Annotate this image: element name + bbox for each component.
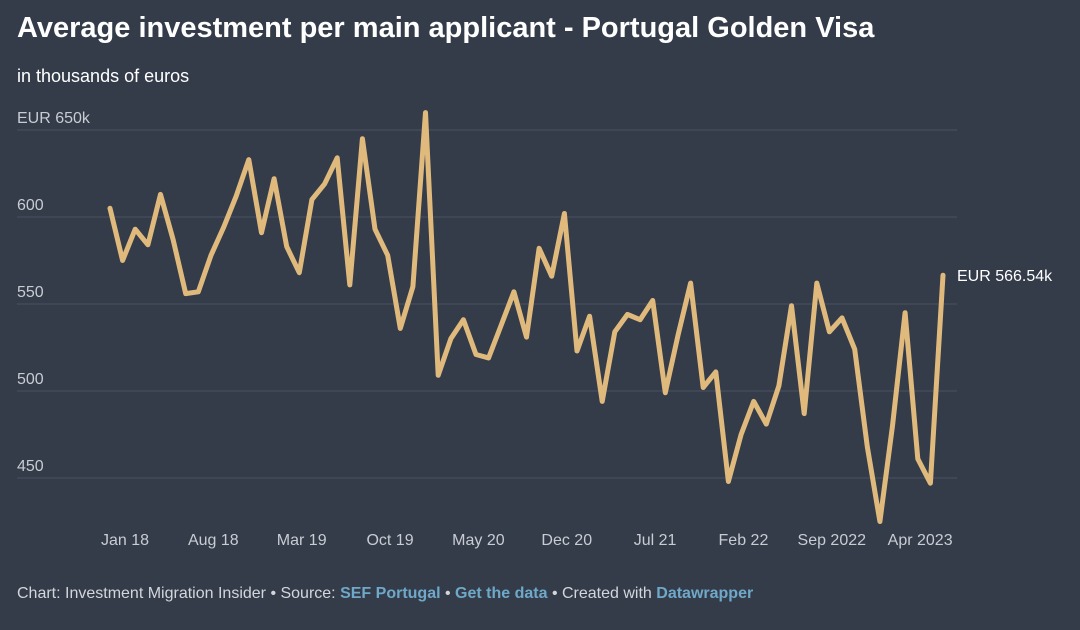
footer-credit: Chart: Investment Migration Insider • So… [17,585,341,602]
y-tick-label: 450 [17,458,44,475]
line-chart: 450 500 550 600 EUR 650k Jan 18 Aug 18 Mar 19 O… [17,110,1053,549]
x-tick-label: Aug 18 [188,532,239,549]
y-tick-label: 550 [17,284,44,301]
y-tick-label: 600 [17,197,44,214]
x-tick-label: Mar 19 [277,532,327,549]
y-tick-label: EUR 650k [17,110,91,127]
get-data-link[interactable]: Get the data [455,585,548,602]
chart-footer: Chart: Investment Migration Insider • So… [17,585,753,603]
x-tick-label: Oct 19 [366,532,413,549]
series-line [107,110,946,524]
datawrapper-link[interactable]: Datawrapper [656,585,754,602]
footer-separator: • [440,585,456,602]
x-tick-label: Sep 2022 [798,532,867,549]
x-tick-label: Dec 20 [541,532,592,549]
x-tick-label: Jan 18 [101,532,149,549]
y-tick-label: 500 [17,371,44,388]
x-tick-label: Feb 22 [719,532,769,549]
x-tick-label: Jul 21 [634,532,677,549]
source-link[interactable]: SEF Portugal [340,585,441,602]
x-tick-label: May 20 [452,532,505,549]
end-value-label: EUR 566.54k [957,268,1053,285]
chart-title: Average investment per main applicant - … [17,12,875,44]
footer-created-with: • Created with [547,585,657,602]
chart-subtitle: in thousands of euros [17,66,190,86]
x-tick-label: Apr 2023 [888,532,953,549]
